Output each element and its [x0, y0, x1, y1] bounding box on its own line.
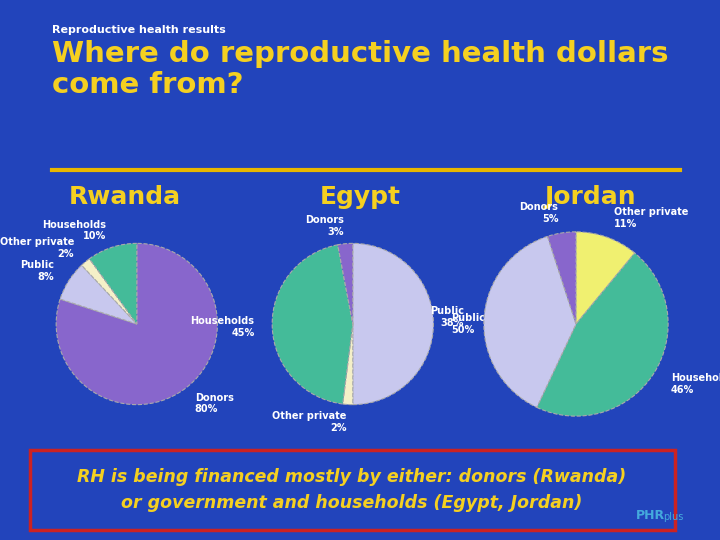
Wedge shape	[56, 244, 217, 404]
Text: Donors
5%: Donors 5%	[520, 202, 559, 224]
Text: Donors
3%: Donors 3%	[305, 215, 343, 237]
Wedge shape	[353, 244, 433, 404]
Text: Other private
11%: Other private 11%	[614, 207, 688, 229]
Wedge shape	[272, 245, 353, 404]
Text: Jordan: Jordan	[544, 185, 636, 209]
Text: RH is being financed mostly by either: donors (Rwanda)
or government and househo: RH is being financed mostly by either: d…	[77, 469, 626, 511]
Text: Households
46%: Households 46%	[671, 374, 720, 395]
Text: Reproductive health results: Reproductive health results	[52, 25, 226, 35]
Wedge shape	[547, 232, 576, 324]
Text: Households
10%: Households 10%	[42, 220, 107, 241]
Text: Other private
2%: Other private 2%	[272, 411, 346, 433]
Text: Public
8%: Public 8%	[19, 260, 54, 282]
Text: plus: plus	[662, 512, 683, 522]
Wedge shape	[576, 232, 635, 324]
Text: Rwanda: Rwanda	[69, 185, 181, 209]
Text: Egypt: Egypt	[320, 185, 400, 209]
Text: Public
38%: Public 38%	[430, 306, 464, 328]
Wedge shape	[81, 259, 137, 324]
FancyBboxPatch shape	[30, 450, 675, 530]
Wedge shape	[537, 253, 668, 416]
Text: Other private
2%: Other private 2%	[0, 238, 74, 259]
Text: Public
50%: Public 50%	[451, 313, 485, 335]
Text: PHR: PHR	[636, 509, 665, 522]
Wedge shape	[343, 324, 353, 404]
Text: Households
45%: Households 45%	[191, 316, 254, 338]
Wedge shape	[60, 265, 137, 324]
Text: Donors
80%: Donors 80%	[194, 393, 233, 414]
Wedge shape	[89, 244, 137, 324]
Wedge shape	[338, 244, 353, 324]
Wedge shape	[484, 237, 576, 407]
Text: Where do reproductive health dollars
come from?: Where do reproductive health dollars com…	[52, 40, 668, 99]
